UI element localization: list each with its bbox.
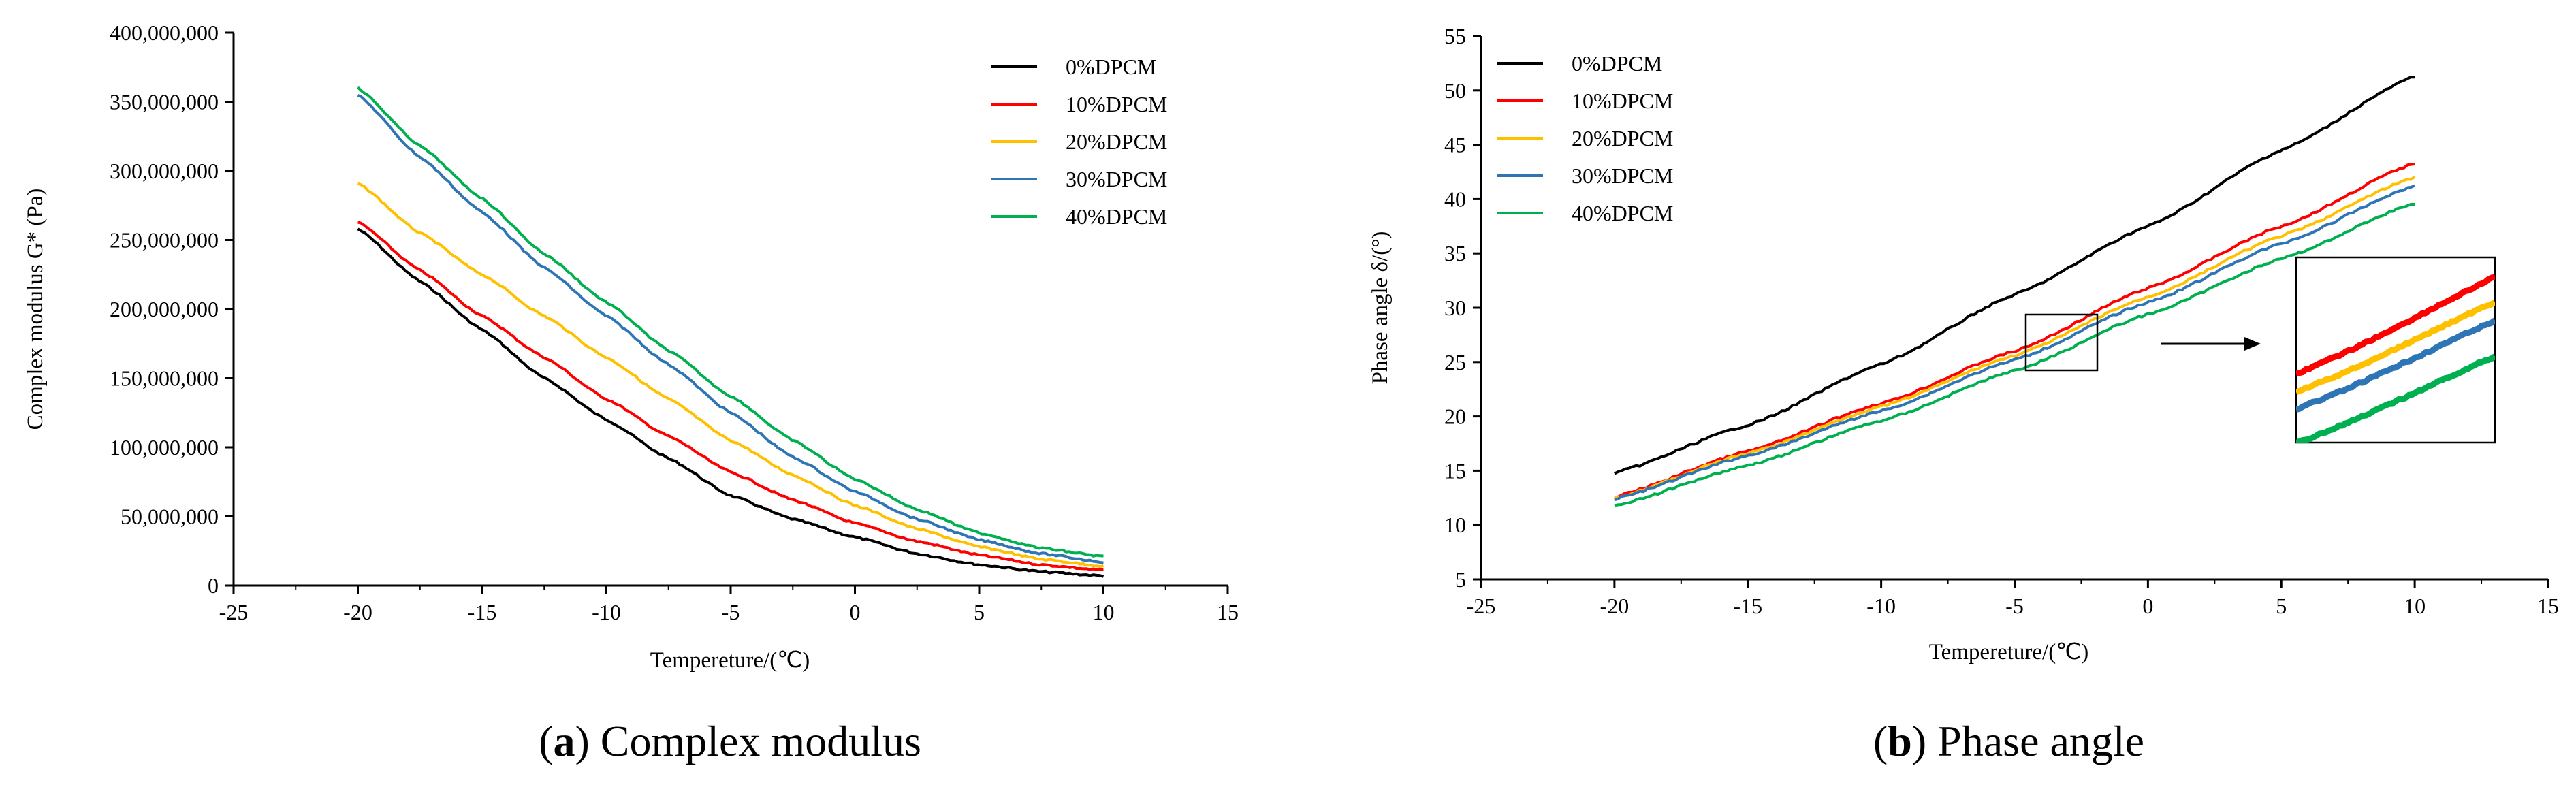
y-tick-label: 20 bbox=[1444, 404, 1466, 429]
y-tick-label: 55 bbox=[1444, 24, 1466, 48]
legend-label: 10%DPCM bbox=[1066, 92, 1167, 116]
plot-area-a bbox=[234, 33, 1228, 586]
inset-series-line bbox=[2296, 274, 2495, 377]
x-tick-label: -15 bbox=[468, 600, 497, 624]
x-tick-label: -20 bbox=[343, 600, 372, 624]
inset-series-line bbox=[2296, 353, 2495, 443]
panel-a-complex-modulus: -25 -20 -15 -10 -5 0 5 10 15 0 50,000,000 100,000,… bbox=[23, 20, 1239, 765]
y-tick-label: 150,000,000 bbox=[110, 366, 219, 391]
x-tick-label: 0 bbox=[850, 600, 861, 624]
y-tick-label: 100,000,000 bbox=[110, 435, 219, 460]
inset-series-line bbox=[2296, 300, 2495, 396]
y-tick-label: 200,000,000 bbox=[110, 297, 219, 321]
y-tick-label: 40 bbox=[1444, 187, 1466, 211]
x-tick-label: 15 bbox=[2537, 594, 2559, 618]
x-tick-label: 10 bbox=[1093, 600, 1115, 624]
y-tick-label: 25 bbox=[1444, 350, 1466, 374]
series-line-0pct-dpcm bbox=[357, 227, 1104, 578]
x-tick-label: -5 bbox=[2005, 594, 2024, 618]
y-tick-label: 10 bbox=[1444, 513, 1466, 537]
legend-label: 10%DPCM bbox=[1572, 89, 1673, 113]
legend-label: 20%DPCM bbox=[1572, 126, 1673, 150]
y-axis-label-b: Phase angle δ/(°) bbox=[1368, 231, 1393, 385]
legend-label: 40%DPCM bbox=[1066, 204, 1167, 229]
y-axis-label-a: Complex modulus G* (Pa) bbox=[23, 189, 48, 430]
y-tick-label: 45 bbox=[1444, 133, 1466, 157]
inset-series-line bbox=[2296, 317, 2495, 413]
caption-letter-b: b bbox=[1888, 717, 1912, 765]
y-tick-label: 30 bbox=[1444, 295, 1466, 320]
caption-letter-a: a bbox=[553, 717, 575, 765]
y-tick-label: 50,000,000 bbox=[121, 504, 219, 529]
series-line-10pct-dpcm bbox=[1614, 163, 2415, 499]
caption-a: (a) Complex modulus bbox=[539, 717, 921, 765]
x-axis-label-b: Tempereture/(℃) bbox=[1929, 640, 2088, 664]
legend-label: 30%DPCM bbox=[1066, 167, 1167, 191]
y-tick-label: 15 bbox=[1444, 458, 1466, 483]
legend-label: 40%DPCM bbox=[1572, 201, 1673, 225]
y-tick-label: 400,000,000 bbox=[110, 20, 219, 45]
legend-label: 0%DPCM bbox=[1572, 51, 1662, 76]
series-line-10pct-dpcm bbox=[357, 221, 1104, 571]
x-tick-label: -10 bbox=[1866, 594, 1896, 618]
legend-label: 0%DPCM bbox=[1066, 54, 1156, 79]
x-tick-label: 15 bbox=[1217, 600, 1239, 624]
x-tick-label: -10 bbox=[592, 600, 621, 624]
x-tick-label: -25 bbox=[1467, 594, 1496, 618]
series-line-40pct-dpcm bbox=[1614, 202, 2415, 507]
y-tick-label: 250,000,000 bbox=[110, 228, 219, 253]
x-axis-label-a: Tempereture/(℃) bbox=[650, 648, 810, 673]
x-tick-label: 0 bbox=[2142, 594, 2153, 618]
series-line-40pct-dpcm bbox=[357, 86, 1104, 558]
caption-b: (b) Phase angle bbox=[1873, 717, 2144, 765]
series-line-20pct-dpcm bbox=[357, 182, 1104, 568]
series-line-30pct-dpcm bbox=[357, 94, 1104, 564]
series-line-20pct-dpcm bbox=[1614, 175, 2416, 500]
y-tick-label: 350,000,000 bbox=[110, 90, 219, 114]
x-tick-label: 5 bbox=[974, 600, 985, 624]
y-tick-label: 50 bbox=[1444, 78, 1466, 103]
y-tick-label: 35 bbox=[1444, 241, 1466, 266]
legend-label: 20%DPCM bbox=[1066, 129, 1167, 154]
caption-text-b: Phase angle bbox=[1937, 717, 2144, 765]
y-tick-label: 0 bbox=[208, 573, 219, 598]
series-line-0pct-dpcm bbox=[1613, 76, 2415, 475]
x-tick-label: -25 bbox=[219, 600, 249, 624]
series-line-30pct-dpcm bbox=[1614, 184, 2415, 502]
x-tick-label: -20 bbox=[1600, 594, 1629, 618]
caption-text-a: Complex modulus bbox=[601, 717, 921, 765]
y-tick-label: 300,000,000 bbox=[110, 159, 219, 183]
zoom-arrow bbox=[2161, 337, 2261, 351]
x-tick-label: 5 bbox=[2276, 594, 2287, 618]
x-tick-label: -15 bbox=[1733, 594, 1762, 618]
y-tick-label: 5 bbox=[1455, 567, 1466, 592]
panel-b-phase-angle: -25 -20 -15 -10 -5 0 5 10 15 5 10 15 20 25 30 35 40 45 50… bbox=[1368, 24, 2559, 765]
x-tick-label: 10 bbox=[2404, 594, 2426, 618]
legend-label: 30%DPCM bbox=[1572, 163, 1673, 188]
zoom-region-box bbox=[2024, 313, 2099, 372]
x-tick-label: -5 bbox=[722, 600, 740, 624]
